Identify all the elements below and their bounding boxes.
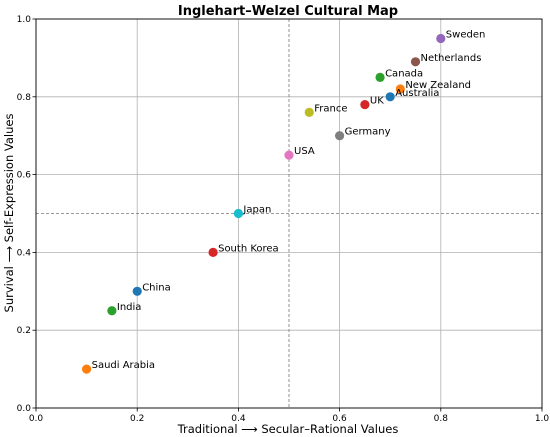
point-france [304,107,314,117]
x-tick-label: 0.0 [29,414,44,424]
y-tick-label: 0.2 [17,326,31,336]
y-axis-ticks: 0.0 0.2 0.4 0.6 0.8 1.0 [17,15,36,414]
label-canada: Canada [385,68,423,79]
x-axis-title: Traditional ⟶ Secular–Rational Values [177,422,399,436]
data-points [82,33,446,374]
point-uk [360,99,370,110]
y-tick-label: 0.8 [17,93,32,103]
x-tick-label: 0.4 [231,414,246,424]
x-tick-label: 1.0 [535,414,550,424]
x-tick-label: 0.8 [434,414,449,424]
label-saudi-arabia: Saudi Arabia [92,360,155,371]
y-tick-label: 0.4 [17,248,32,258]
y-axis-title: Survival ⟶ Self-Expression Values [2,114,16,313]
plot-frame [35,18,543,409]
point-australia [385,92,395,102]
reference-lines [36,19,542,408]
y-tick-label: 1.0 [17,15,32,25]
label-japan: Japan [242,205,271,216]
x-tick-label: 0.6 [332,414,347,424]
label-south-korea: South Korea [218,243,279,254]
point-netherlands [410,57,421,67]
point-usa [284,150,294,160]
point-canada [375,72,385,82]
label-china: China [142,282,171,293]
point-new-zealand [395,84,405,94]
label-uk: UK [370,96,384,107]
label-france: France [314,103,347,114]
label-netherlands: Netherlands [421,53,482,64]
label-germany: Germany [345,127,391,138]
point-germany [335,131,345,141]
point-china [132,286,142,296]
point-south-korea [208,247,218,257]
label-india: India [117,302,142,313]
y-tick-label: 0.0 [17,404,32,414]
point-japan [233,208,243,219]
y-tick-label: 0.6 [17,171,32,181]
label-new-zealand: New Zealand [405,80,471,91]
label-usa: USA [294,146,315,157]
point-saudi-arabia [82,364,92,374]
chart-title: Inglehart–Welzel Cultural Map [178,4,398,19]
point-sweden [436,33,446,44]
label-australia: Australia [395,88,439,99]
label-sweden: Sweden [446,29,486,40]
x-axis-ticks: 0.0 0.2 0.4 0.6 0.8 1.0 [29,408,550,424]
point-india [107,306,117,316]
x-tick-label: 0.2 [130,414,144,424]
